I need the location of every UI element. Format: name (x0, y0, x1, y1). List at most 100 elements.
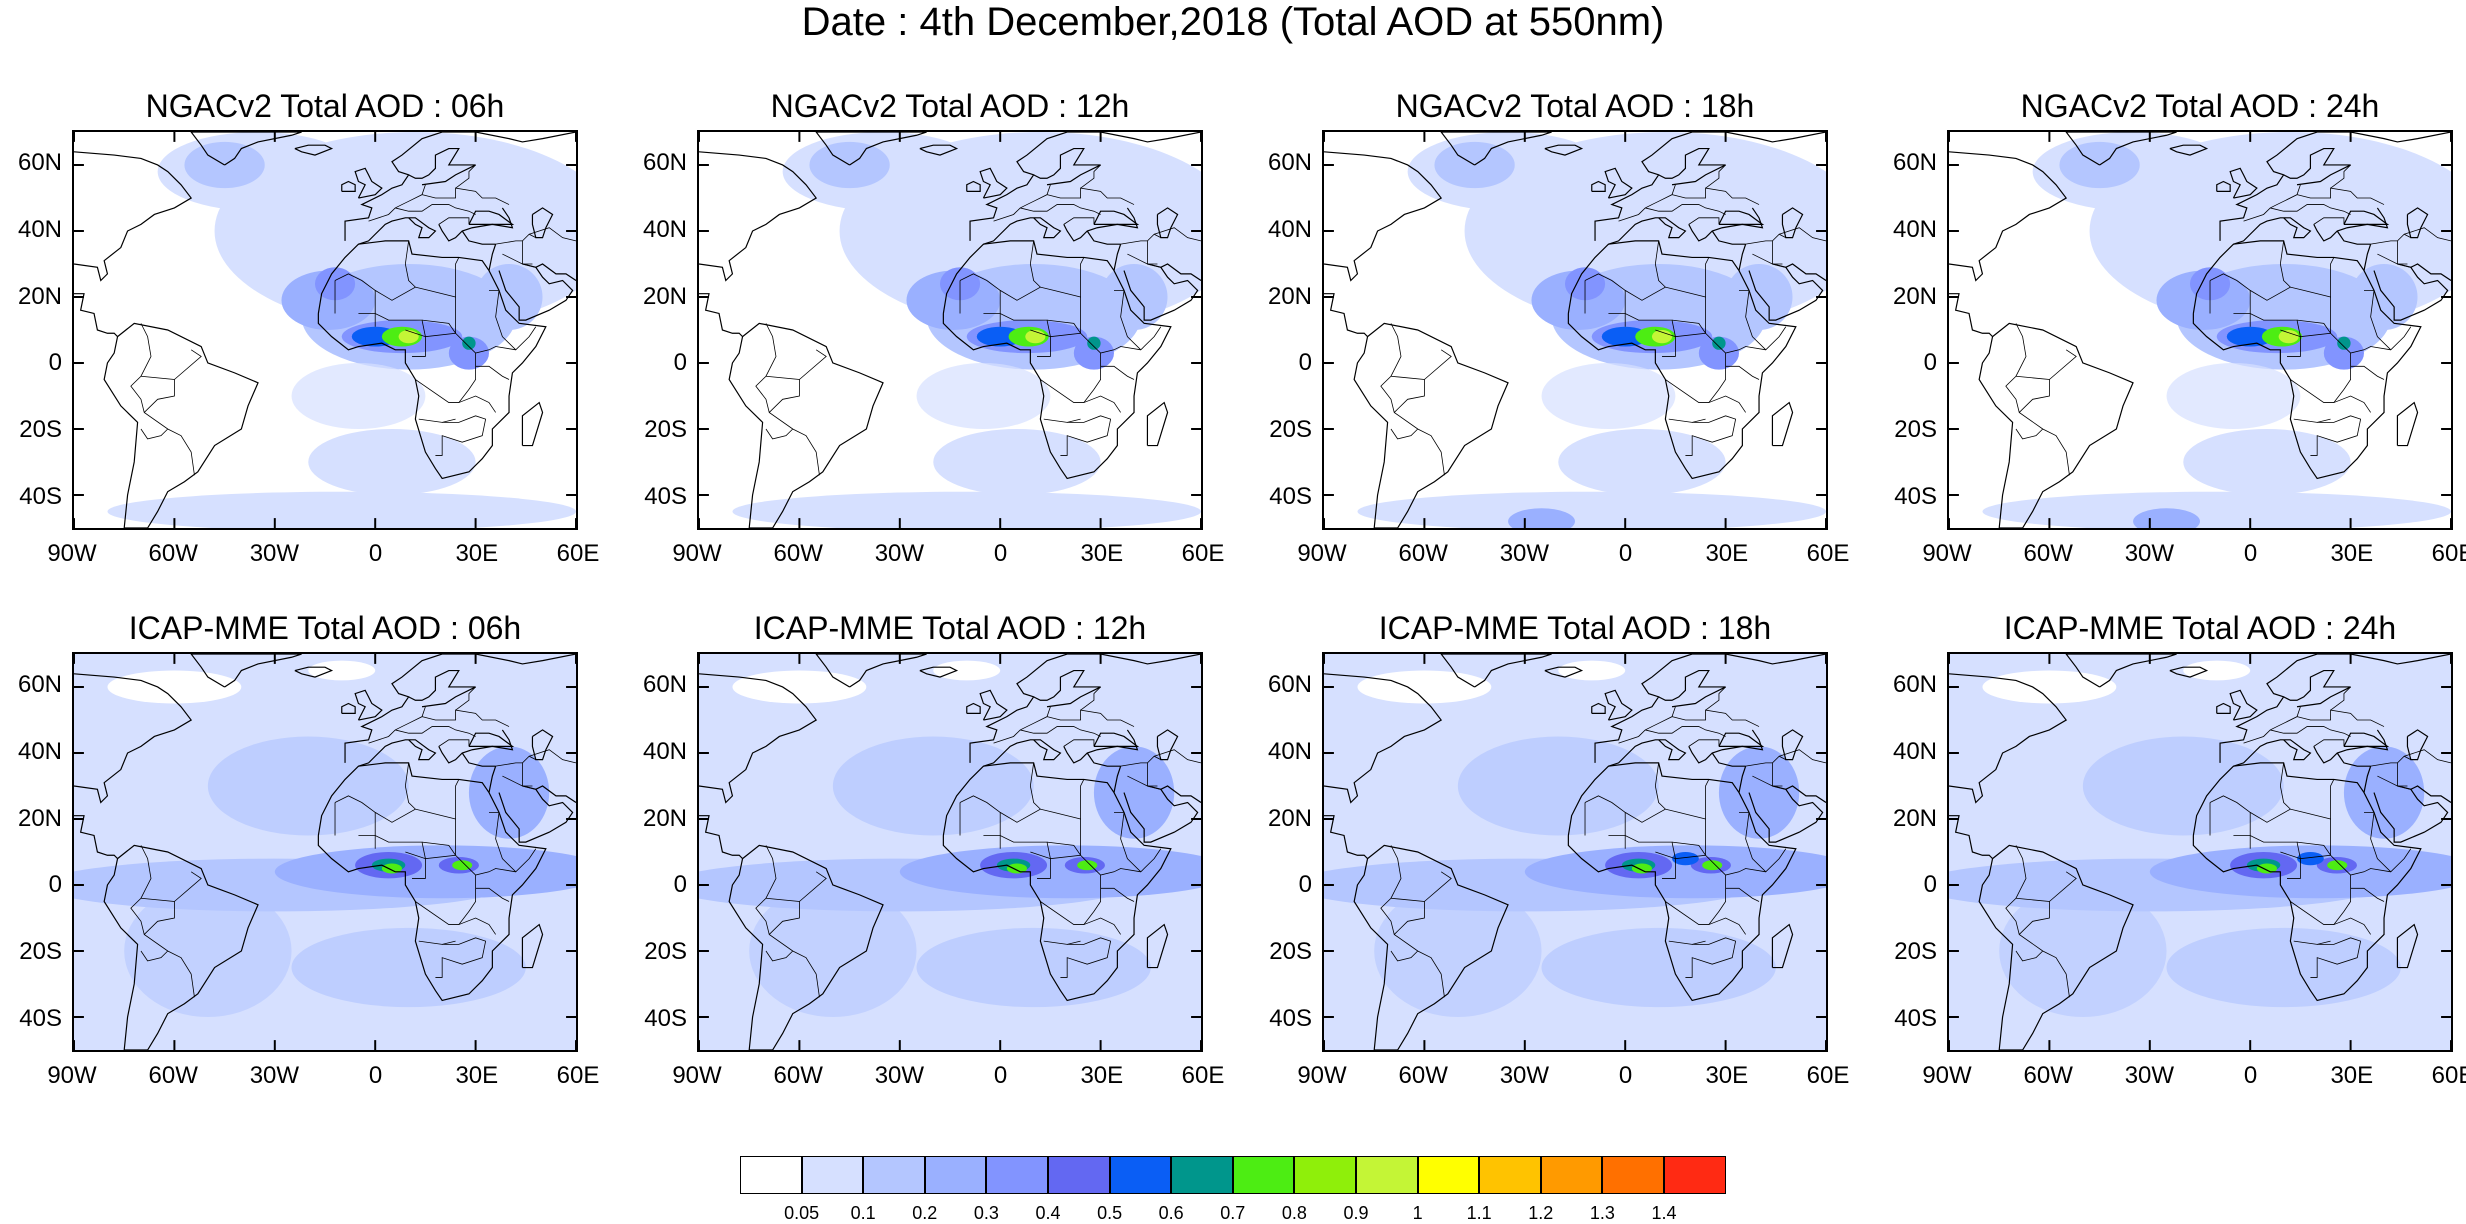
coastline (535, 785, 576, 803)
colorbar-label: 1.2 (1528, 1203, 1554, 1223)
country-border (2005, 323, 2070, 476)
coastline (1324, 673, 1443, 804)
coastline (1093, 210, 1140, 225)
x-tick-label: 0 (2243, 540, 2258, 567)
aod-contour (1093, 746, 1175, 839)
coastline (1160, 785, 1201, 803)
coastline (74, 151, 193, 282)
coastline (2363, 765, 2372, 793)
country-border (2377, 775, 2408, 787)
coastline (521, 923, 544, 969)
country-border (1752, 253, 1783, 265)
country-border (2363, 812, 2412, 873)
coastline (1978, 844, 2134, 1050)
country-border (404, 762, 416, 810)
country-border (418, 418, 456, 423)
coastline (2065, 132, 2177, 166)
y-tick-label: 20N (1267, 282, 1312, 310)
country-border (488, 812, 537, 873)
aod-contour (2323, 336, 2364, 370)
country-border (421, 709, 510, 727)
aod-map (1324, 654, 1826, 1050)
y-tick-label: 20N (1267, 804, 1312, 832)
country-border (1645, 726, 1726, 737)
coastline (2216, 702, 2231, 714)
country-border (2296, 841, 2391, 876)
map-plot (1322, 652, 1828, 1052)
aod-contour (1077, 860, 1098, 871)
country-border (1618, 184, 1676, 222)
coastline (103, 844, 259, 1050)
aod-contour (308, 429, 476, 495)
coastline (815, 132, 927, 166)
aod-contour (184, 141, 265, 189)
country-border (1113, 812, 1162, 873)
coastline (1567, 240, 1797, 480)
panel-title: NGACv2 Total AOD : 24h (2020, 88, 2380, 124)
y-tick-label: 40N (1267, 738, 1312, 765)
colorbar-swatch (986, 1156, 1048, 1194)
x-tick-label: 0 (2243, 1062, 2258, 1089)
coastline (1949, 673, 2068, 804)
x-tick-label: 30E (1080, 540, 1124, 567)
aod-contour (1651, 330, 1673, 344)
aod-map (1324, 132, 1826, 528)
coastline (1324, 151, 1443, 282)
y-tick-label: 40S (1894, 1004, 1937, 1032)
x-tick-label: 30E (2330, 1062, 2374, 1089)
coastline (2233, 739, 2312, 767)
country-border (1046, 709, 1135, 727)
colorbar-label: 0.9 (1343, 1203, 1369, 1223)
aod-contour (2183, 429, 2351, 495)
coastline (1160, 263, 1201, 281)
coastline (1146, 923, 1169, 969)
country-border (1060, 415, 1112, 456)
x-tick-label: 90W (1922, 1062, 1972, 1089)
country-border (1113, 290, 1162, 351)
colorbar-label: 0.6 (1158, 1203, 1184, 1223)
coastline (341, 180, 356, 192)
coastline (358, 739, 437, 767)
country-border (1725, 365, 1760, 380)
coastline (1978, 322, 2134, 528)
x-tick-label: 60E (556, 540, 600, 567)
country-border (421, 841, 516, 876)
country-border (1390, 428, 1419, 440)
country-border (2270, 204, 2351, 215)
country-border (2293, 418, 2331, 423)
coastline (2343, 732, 2390, 747)
x-tick-label: 60W (1398, 1062, 1448, 1089)
coastline (1086, 230, 1121, 245)
x-tick-label: 60E (2431, 540, 2466, 567)
country-border (2209, 779, 2335, 823)
colorbar-label: 1.4 (1651, 1203, 1677, 1223)
aod-contour (732, 491, 1201, 528)
colorbar-swatch (1232, 1156, 1295, 1194)
country-border (1100, 365, 1135, 380)
y-tick-label: 0 (1298, 349, 1312, 377)
coastline (2216, 180, 2231, 192)
country-border (2296, 709, 2385, 727)
coastline (74, 673, 193, 804)
y-tick-label: 0 (673, 349, 687, 377)
country-border (2404, 749, 2451, 764)
aod-contour (452, 860, 473, 871)
colorbar-label: 0.1 (850, 1203, 876, 1223)
country-border (2015, 897, 2050, 935)
coastline (1608, 739, 1687, 767)
coastline (966, 702, 981, 714)
aod-map (74, 132, 576, 528)
y-tick-label: 20S (1894, 938, 1937, 965)
country-border (1063, 739, 1095, 747)
country-border (2049, 349, 2077, 380)
country-border (2243, 184, 2301, 222)
coastline (1781, 729, 1804, 761)
map-panel: NGACv2 Total AOD : 24h 60N 40N 20N 0 20S 40S 90… (1893, 88, 2466, 566)
country-border (2049, 871, 2077, 902)
coastline (2363, 243, 2372, 271)
country-border (488, 290, 537, 351)
aod-contour (1006, 863, 1027, 874)
country-border (1705, 686, 1726, 711)
colorbar-swatch (1171, 1156, 1233, 1194)
country-border (1668, 418, 1706, 423)
